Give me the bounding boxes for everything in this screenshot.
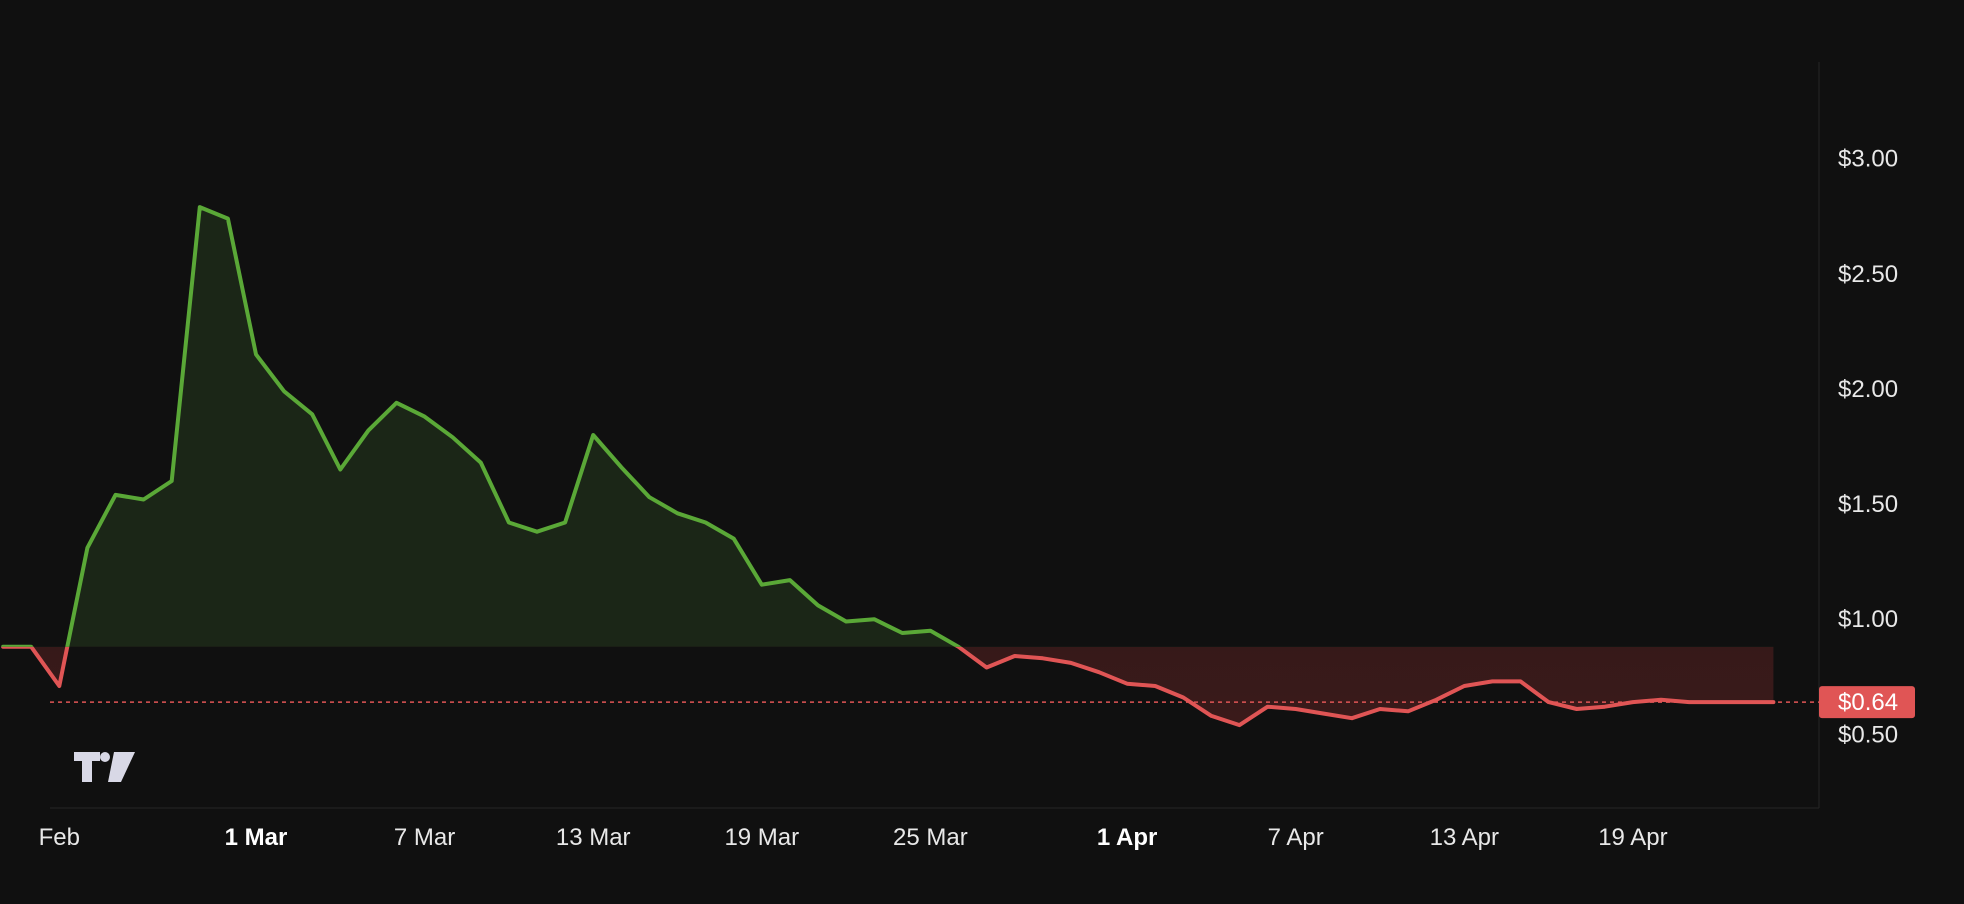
- data-point: [1742, 699, 1748, 705]
- x-tick-label: 1 Mar: [225, 824, 288, 851]
- data-point: [1293, 706, 1299, 712]
- data-point: [1714, 699, 1720, 705]
- data-point: [197, 204, 203, 210]
- data-point: [365, 427, 371, 433]
- data-point: [871, 616, 877, 622]
- y-axis-ticks: $3.00 $2.50 $2.00 $1.50 $1.00 $0.50: [1838, 146, 1898, 749]
- data-point: [1265, 704, 1271, 710]
- data-point: [309, 411, 315, 417]
- data-point: [0, 644, 6, 650]
- data-point: [646, 494, 652, 500]
- data-point: [1180, 695, 1186, 701]
- data-point: [703, 520, 709, 526]
- y-tick-label: $2.50: [1838, 261, 1898, 288]
- data-point: [1040, 655, 1046, 661]
- data-point: [534, 529, 540, 535]
- data-point: [253, 351, 259, 357]
- data-point: [113, 492, 119, 498]
- data-point: [56, 683, 62, 689]
- x-axis-ticks: Feb 1 Mar 7 Mar 13 Mar 19 Mar 25 Mar 1 Apr 7 Ap…: [39, 824, 1668, 851]
- area-fills: [3, 207, 1774, 726]
- data-point: [899, 630, 905, 636]
- x-tick-label: 19 Mar: [724, 824, 799, 851]
- series-line-below-baseline: [1, 646, 1776, 728]
- series-line-above-baseline: [1, 205, 962, 647]
- data-point: [1574, 706, 1580, 712]
- data-point: [141, 497, 147, 503]
- tradingview-logo-icon[interactable]: [74, 752, 135, 782]
- current-price-badge: $0.64: [1819, 686, 1915, 719]
- data-point: [28, 644, 34, 650]
- data-point: [478, 460, 484, 466]
- data-point: [1686, 699, 1692, 705]
- data-point: [956, 644, 962, 650]
- data-point: [1489, 678, 1495, 684]
- x-tick-label: 19 Apr: [1598, 824, 1667, 851]
- x-tick-label: 7 Apr: [1268, 824, 1324, 851]
- x-tick-label: 7 Mar: [394, 824, 455, 851]
- data-point: [1152, 683, 1158, 689]
- data-point: [618, 464, 624, 470]
- price-lines: [1, 205, 1776, 728]
- data-point: [843, 619, 849, 625]
- x-tick-label: Feb: [39, 824, 80, 851]
- data-point: [1546, 699, 1552, 705]
- data-point: [1377, 706, 1383, 712]
- data-point: [422, 414, 428, 420]
- y-tick-label: $0.50: [1838, 721, 1898, 748]
- area-fill-below-baseline: [31, 646, 1774, 726]
- data-point: [1096, 669, 1102, 675]
- data-point: [984, 665, 990, 671]
- y-tick-label: $2.00: [1838, 376, 1898, 403]
- data-point: [450, 434, 456, 440]
- data-point: [225, 216, 231, 222]
- data-point: [281, 388, 287, 394]
- y-tick-label: $3.00: [1838, 146, 1898, 173]
- data-point: [1208, 713, 1214, 719]
- data-point: [675, 510, 681, 516]
- data-point: [1321, 711, 1327, 717]
- data-point: [1518, 678, 1524, 684]
- data-point: [1433, 697, 1439, 703]
- x-tick-label: 1 Apr: [1097, 824, 1157, 851]
- data-point: [169, 478, 175, 484]
- data-point: [1602, 704, 1608, 710]
- data-point: [394, 400, 400, 406]
- data-point: [590, 432, 596, 438]
- current-price-label: $0.64: [1838, 689, 1898, 716]
- data-point: [759, 582, 765, 588]
- data-point: [1405, 708, 1411, 714]
- data-point: [1461, 683, 1467, 689]
- data-point: [731, 536, 737, 542]
- data-point: [1349, 715, 1355, 721]
- data-point: [1237, 722, 1243, 728]
- area-fill-above-baseline: [3, 207, 1774, 647]
- data-point: [1630, 699, 1636, 705]
- data-point: [1068, 660, 1074, 666]
- data-point: [1012, 653, 1018, 659]
- data-point: [787, 577, 793, 583]
- data-point: [337, 467, 343, 473]
- x-tick-label: 13 Mar: [556, 824, 631, 851]
- data-point: [927, 628, 933, 634]
- data-point: [562, 520, 568, 526]
- data-point: [1770, 699, 1776, 705]
- data-point: [84, 545, 90, 551]
- current-price-badge-bg: [1819, 686, 1915, 719]
- data-point: [506, 520, 512, 526]
- x-tick-label: 25 Mar: [893, 824, 968, 851]
- y-tick-label: $1.00: [1838, 606, 1898, 633]
- data-point: [1658, 697, 1664, 703]
- data-point: [1124, 681, 1130, 687]
- x-tick-label: 13 Apr: [1430, 824, 1499, 851]
- y-tick-label: $1.50: [1838, 491, 1898, 518]
- data-point: [815, 602, 821, 608]
